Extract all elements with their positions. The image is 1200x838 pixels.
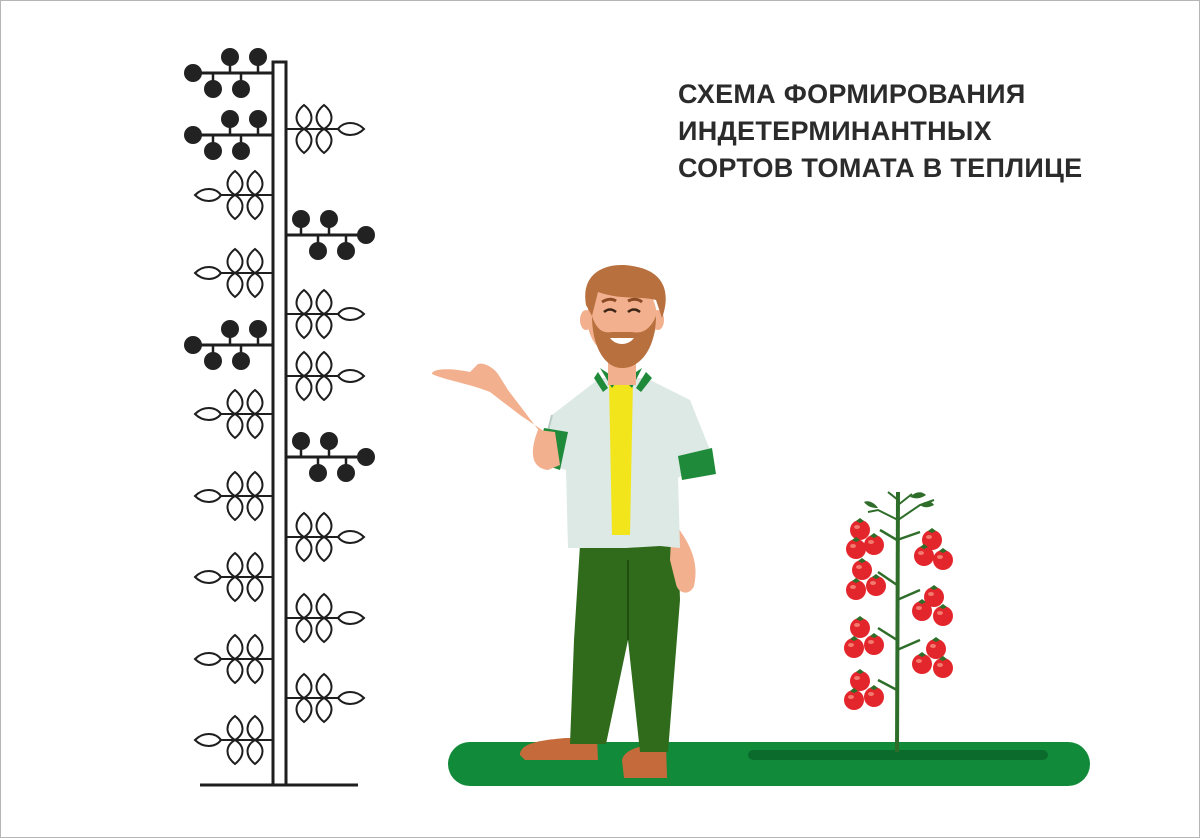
- title-line-1: СХЕМА ФОРМИРОВАНИЯ: [678, 79, 1026, 109]
- ground-strip: [448, 742, 1090, 786]
- plant-formation-scheme-icon: [182, 46, 377, 787]
- tomato-plant-illustration-icon: [844, 491, 953, 753]
- poster-title: СХЕМА ФОРМИРОВАНИЯ ИНДЕТЕРМИНАНТНЫХ СОРТ…: [678, 76, 1158, 187]
- title-line-3: СОРТОВ ТОМАТА В ТЕПЛИЦЕ: [678, 153, 1083, 183]
- gardener-illustration-icon: [432, 265, 716, 778]
- title-line-2: ИНДЕТЕРМИНАНТНЫХ: [678, 116, 992, 146]
